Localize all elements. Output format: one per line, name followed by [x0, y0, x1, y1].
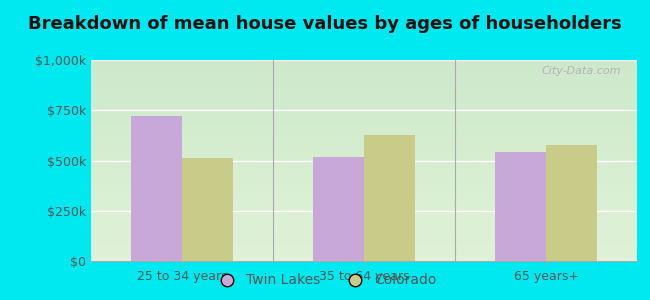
Bar	[182, 158, 233, 261]
Text: City-Data.com: City-Data.com	[541, 66, 621, 76]
Bar	[546, 146, 597, 261]
Bar	[495, 152, 546, 261]
Bar	[131, 116, 182, 261]
Bar	[364, 135, 415, 261]
Bar	[313, 158, 364, 261]
Legend: Twin Lakes, Colorado: Twin Lakes, Colorado	[207, 268, 443, 293]
Text: Breakdown of mean house values by ages of householders: Breakdown of mean house values by ages o…	[28, 15, 622, 33]
